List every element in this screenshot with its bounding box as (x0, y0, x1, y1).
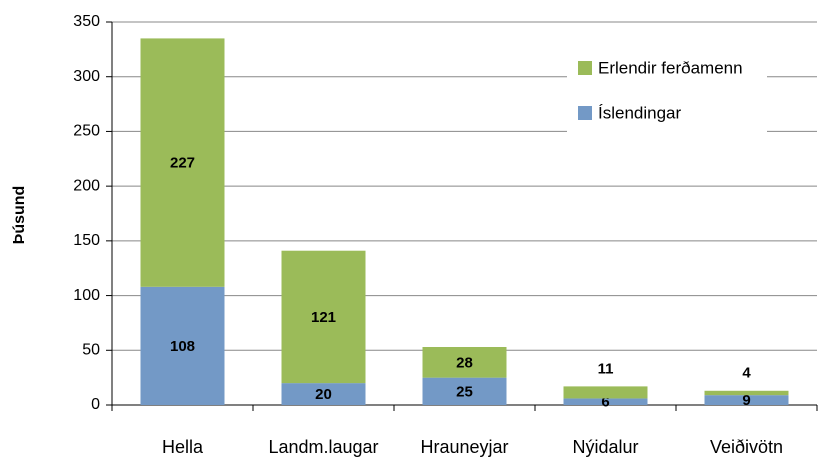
value-label: 121 (311, 309, 336, 326)
x-tick-label: Hella (162, 437, 204, 457)
y-tick-label: 50 (82, 342, 100, 359)
value-label: 6 (601, 394, 609, 411)
legend-box (567, 48, 767, 132)
y-tick-label: 200 (73, 177, 100, 194)
bar-segment (563, 386, 648, 399)
x-tick-label: Hrauneyjar (420, 437, 508, 457)
value-label: 108 (170, 338, 195, 355)
bar-segment (422, 347, 507, 378)
bar-segment (281, 250, 366, 384)
bar-segment (140, 286, 225, 405)
value-label: 227 (170, 155, 195, 172)
value-label: 25 (456, 383, 473, 400)
y-axis-label: Þúsund (11, 186, 28, 245)
legend-swatch (578, 61, 592, 75)
value-label: 20 (315, 386, 332, 403)
bar-segment (563, 398, 648, 405)
legend-label: Íslendingar (598, 103, 682, 122)
bar-segment (704, 390, 789, 396)
x-tick-label: Landm.laugar (268, 437, 378, 457)
y-tick-label: 250 (73, 123, 100, 140)
y-tick-label: 350 (73, 13, 100, 30)
value-label: 9 (742, 392, 750, 409)
y-tick-label: 100 (73, 287, 100, 304)
legend-label: Erlendir ferðamenn (598, 58, 743, 77)
bar-segment (422, 377, 507, 405)
x-tick-label: Veiðivötn (710, 437, 783, 457)
y-tick-label: 0 (91, 396, 100, 413)
value-label: 4 (742, 365, 751, 382)
bar-segment (140, 38, 225, 287)
bar-segment (704, 395, 789, 405)
y-tick-label: 150 (73, 232, 100, 249)
bar-segment (281, 383, 366, 405)
value-label: 11 (598, 360, 614, 377)
legend-swatch (578, 106, 592, 120)
value-label: 28 (456, 354, 473, 371)
y-tick-label: 300 (73, 68, 100, 85)
x-tick-label: Nýidalur (572, 437, 638, 457)
